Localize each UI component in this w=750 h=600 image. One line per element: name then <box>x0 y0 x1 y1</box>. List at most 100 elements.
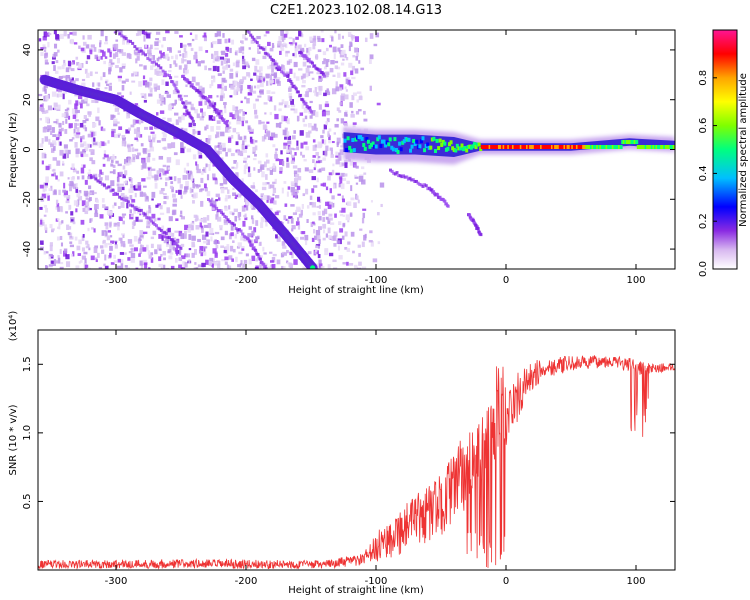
spectrogram-speckle <box>343 122 348 127</box>
spectrogram-speckle <box>312 159 315 164</box>
spectrogram-speckle <box>49 224 53 229</box>
spectrogram-speckle <box>337 72 341 78</box>
spectrogram-secondary-trace <box>109 189 113 193</box>
spectrogram-speckle <box>82 119 87 124</box>
spectrogram-speckle <box>125 162 130 166</box>
spectrogram-speckle <box>255 98 259 102</box>
spectrogram-y-tick-label: 40 <box>22 44 33 57</box>
spectrogram-speckle <box>209 257 214 262</box>
spectrogram-speckle <box>267 65 271 70</box>
spectrogram-speckle <box>325 59 330 63</box>
spectrogram-speckle <box>302 79 306 84</box>
spectrogram-speckle <box>72 168 77 173</box>
spectrogram-speckle <box>361 166 365 170</box>
spectrogram-speckle <box>77 95 83 100</box>
spectrogram-secondary-trace <box>264 267 268 269</box>
spectrogram-speckle <box>159 246 162 250</box>
spectrogram-speckle <box>76 123 80 126</box>
spectrogram-speckle <box>117 206 121 209</box>
spectrogram-speckle <box>132 156 136 160</box>
spectrogram-speckle <box>198 46 203 52</box>
spectrogram-speckle <box>218 150 222 155</box>
carrier-cell <box>451 146 455 151</box>
carrier-cell <box>574 145 578 150</box>
carrier-cell <box>466 145 470 150</box>
spectrogram-speckle <box>130 252 136 259</box>
spectrogram-speckle <box>221 50 226 56</box>
spectrogram-speckle <box>40 219 43 225</box>
spectrogram-speckle <box>51 127 55 133</box>
spectrogram-speckle <box>166 195 169 200</box>
carrier-cell <box>384 143 388 148</box>
spectrogram-speckle <box>304 240 308 246</box>
spectrogram-speckle <box>351 110 354 114</box>
spectrogram-secondary-trace <box>116 30 119 32</box>
spectrogram-speckle <box>328 234 332 240</box>
spectrogram-speckle <box>265 195 270 201</box>
spectrogram-speckle <box>254 65 258 72</box>
spectrogram-speckle <box>345 214 350 221</box>
spectrogram-speckle <box>222 33 225 38</box>
spectrogram-speckle <box>71 80 76 85</box>
spectrogram-speckle <box>318 85 323 91</box>
spectrogram-speckle <box>242 263 245 268</box>
spectrogram-speckle <box>348 83 353 87</box>
spectrogram-speckle <box>193 54 198 60</box>
spectrogram-speckle <box>81 82 86 87</box>
spectrogram-speckle <box>351 94 355 101</box>
spectrogram-speckle <box>92 82 95 87</box>
carrier-cell <box>555 145 559 150</box>
carrier-cell <box>566 145 570 150</box>
spectrogram-speckle <box>318 259 322 264</box>
spectrogram-speckle <box>121 65 126 69</box>
spectrogram-speckle <box>220 131 225 137</box>
spectrogram-speckle <box>238 84 243 91</box>
spectrogram-speckle <box>149 126 153 130</box>
carrier-cell <box>374 144 378 149</box>
spectrogram-speckle <box>140 264 144 269</box>
spectrogram-speckle <box>169 64 172 69</box>
spectrogram-secondary-trace <box>281 71 285 75</box>
spectrogram-speckle <box>296 185 301 190</box>
spectrogram-speckle <box>349 160 354 166</box>
spectrogram-speckle <box>315 91 319 97</box>
spectrogram-speckle <box>346 180 350 184</box>
spectrogram-speckle <box>148 84 151 89</box>
spectrogram-speckle <box>277 40 282 46</box>
spectrogram-speckle <box>85 207 90 212</box>
spectrogram-speckle <box>162 235 167 239</box>
spectrogram-speckle <box>58 189 61 196</box>
spectrogram-speckle <box>235 194 239 198</box>
spectrogram-speckle <box>197 238 201 243</box>
colorbar-tick-label: 0.8 <box>698 70 709 86</box>
spectrogram-speckle <box>231 134 234 139</box>
spectrogram-speckle <box>81 99 86 104</box>
spectrogram-speckle <box>257 95 262 98</box>
spectrogram-speckle <box>266 159 270 164</box>
spectrogram-speckle <box>295 221 300 226</box>
spectrogram-speckle <box>147 153 151 158</box>
spectrogram-speckle <box>344 162 348 168</box>
spectrogram-speckle <box>226 46 230 52</box>
spectrogram-speckle <box>281 34 286 40</box>
carrier-cell <box>644 145 648 150</box>
spectrogram-speckle <box>172 193 176 198</box>
spectrogram-speckle <box>190 107 196 111</box>
spectrogram-speckle <box>264 112 267 115</box>
spectrogram-speckle <box>244 61 249 68</box>
spectrogram-speckle <box>209 232 213 235</box>
spectrogram-speckle <box>69 226 72 230</box>
spectrogram-secondary-trace <box>272 58 275 62</box>
spectrogram-speckle <box>129 209 133 214</box>
carrier-cell <box>504 145 508 150</box>
spectrogram-speckle <box>55 33 60 40</box>
spectrogram-speckle <box>160 187 165 192</box>
spectrogram-speckle <box>339 176 343 180</box>
spectrogram-speckle <box>56 93 60 98</box>
spectrogram-speckle <box>340 44 344 48</box>
spectrogram-speckle <box>261 171 265 178</box>
spectrogram-speckle <box>146 156 151 163</box>
spectrogram-speckle <box>251 139 256 145</box>
spectrogram-speckle <box>191 189 194 193</box>
spectrogram-speckle <box>98 173 101 178</box>
